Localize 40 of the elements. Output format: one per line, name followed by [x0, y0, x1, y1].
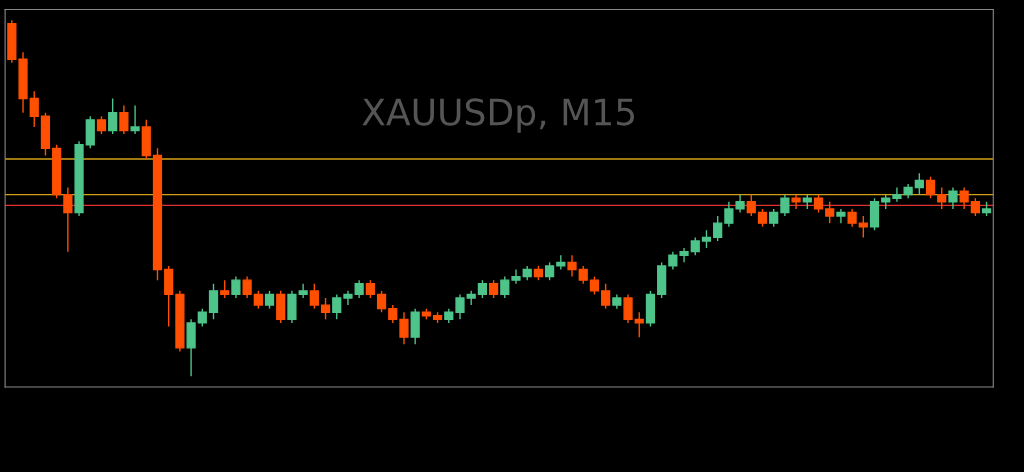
candlestick — [937, 186, 947, 210]
candlestick — [63, 186, 73, 253]
candlestick — [119, 104, 129, 135]
candlestick — [567, 254, 577, 278]
candlestick — [130, 104, 140, 135]
candlestick — [959, 186, 969, 210]
candlestick — [724, 201, 734, 228]
candlestick — [679, 247, 689, 264]
candlestick — [601, 283, 611, 310]
candlestick — [948, 186, 958, 210]
candlestick — [320, 297, 331, 321]
candlestick — [309, 283, 319, 310]
candlestick — [914, 172, 924, 196]
candlestick — [242, 275, 252, 299]
candlestick — [376, 290, 387, 313]
text: XAUUSDp, M15 — [362, 98, 635, 133]
candlestick — [29, 90, 39, 128]
candlestick — [399, 311, 409, 345]
candlestick — [713, 215, 723, 242]
candlestick — [825, 201, 835, 224]
candlestick — [298, 283, 308, 299]
candlestick — [791, 193, 801, 210]
candlestick — [208, 283, 219, 321]
candlestick — [455, 293, 465, 321]
candlestick — [511, 268, 521, 285]
candlestick — [746, 193, 756, 217]
candlestick — [780, 193, 790, 217]
candlestick — [836, 208, 846, 224]
candlestick — [466, 290, 476, 306]
candlestick — [332, 293, 342, 321]
candlestick — [634, 311, 644, 338]
candlestick — [108, 97, 118, 135]
candlestick — [925, 176, 936, 199]
candlestick — [858, 215, 868, 239]
candlestick — [892, 186, 902, 203]
candlestick — [343, 290, 353, 306]
candlestick — [231, 275, 241, 299]
candlestick — [500, 275, 510, 299]
candlestick — [556, 254, 566, 271]
candlestick — [623, 293, 633, 324]
